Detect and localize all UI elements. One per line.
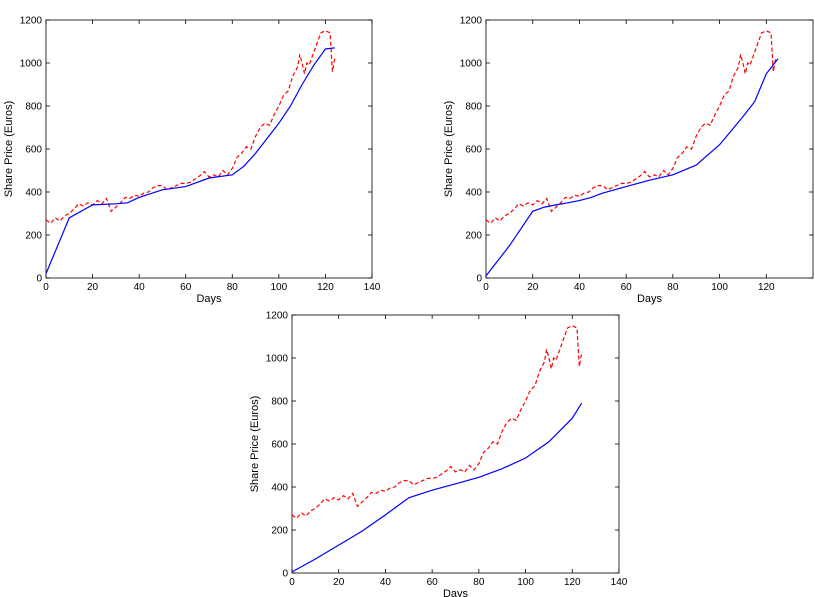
- y-tick-label: 1200: [20, 16, 43, 27]
- y-tick-label: 1200: [460, 16, 483, 27]
- x-tick-label: 80: [227, 282, 239, 293]
- y-tick-label: 600: [271, 440, 288, 451]
- y-tick-label: 200: [271, 526, 288, 537]
- series-line-solid: [485, 58, 779, 277]
- x-tick-label: 20: [333, 577, 345, 588]
- x-tick-label: 40: [134, 282, 146, 293]
- y-tick-label: 400: [271, 483, 288, 494]
- chart-top-left: 0 20 40 60 80 100 120 140 0 200 400 600 800 1000 1200 D…: [3, 16, 381, 306]
- y-tick-label: 200: [25, 231, 42, 242]
- series-line-dashed: [291, 325, 583, 520]
- chart-top-right: 0 20 40 60 80 100 120020040060080010001200Days…: [443, 16, 814, 305]
- y-tick-label: 0: [36, 274, 42, 285]
- x-tick-label: 60: [621, 282, 633, 293]
- x-tick-label: 100: [271, 282, 288, 293]
- y-tick-label: 1200: [266, 311, 289, 322]
- y-tick-label: 0: [282, 569, 288, 580]
- y-tick-label: 1000: [460, 59, 483, 70]
- y-tick-label: 800: [25, 102, 42, 113]
- y-tick-label: 600: [465, 145, 482, 156]
- x-tick-label: 0: [483, 282, 489, 293]
- plot-frame: [291, 314, 620, 574]
- plot-frame: [45, 19, 373, 279]
- x-tick-label: 140: [611, 577, 628, 588]
- x-tick-label: 20: [87, 282, 99, 293]
- x-tick-label: 80: [667, 282, 679, 293]
- plot-frame: [485, 19, 814, 279]
- series-line-solid: [291, 402, 583, 573]
- y-tick-label: 800: [271, 397, 288, 408]
- x-tick-label: 100: [517, 577, 534, 588]
- y-tick-label: 0: [476, 274, 482, 285]
- x-tick-label: 40: [574, 282, 586, 293]
- y-tick-label: 800: [465, 102, 482, 113]
- x-tick-label: 140: [364, 282, 381, 293]
- y-tick-label: 400: [25, 188, 42, 199]
- y-tick-label: 400: [465, 188, 482, 199]
- y-tick-label: 200: [465, 231, 482, 242]
- series-line-solid: [45, 47, 335, 274]
- x-tick-label: 120: [758, 282, 775, 293]
- x-tick-label: 80: [473, 577, 485, 588]
- x-tick-label: 0: [43, 282, 49, 293]
- y-axis-label: Share Price (Euros): [249, 396, 261, 493]
- x-tick-label: 20: [527, 282, 539, 293]
- x-axis-label: Days: [443, 588, 469, 597]
- x-axis-label: Days: [637, 293, 663, 305]
- x-tick-label: 120: [564, 577, 581, 588]
- series-line-dashed: [45, 30, 336, 225]
- x-tick-label: 40: [380, 577, 392, 588]
- x-tick-label: 60: [427, 577, 439, 588]
- x-tick-label: 120: [317, 282, 334, 293]
- series-line-dashed: [485, 30, 777, 225]
- y-axis-label: Share Price (Euros): [3, 101, 15, 198]
- y-axis-label: Share Price (Euros): [443, 101, 455, 198]
- y-tick-label: 1000: [266, 354, 289, 365]
- x-tick-label: 0: [289, 577, 295, 588]
- x-tick-label: 60: [180, 282, 192, 293]
- chart-bottom: 0 20 40 60 80 100 120 140 0 200 400 600 800 1000 1200 D…: [249, 311, 628, 597]
- x-axis-label: Days: [196, 293, 222, 305]
- x-tick-label: 100: [711, 282, 728, 293]
- y-tick-label: 1000: [20, 59, 43, 70]
- y-tick-label: 600: [25, 145, 42, 156]
